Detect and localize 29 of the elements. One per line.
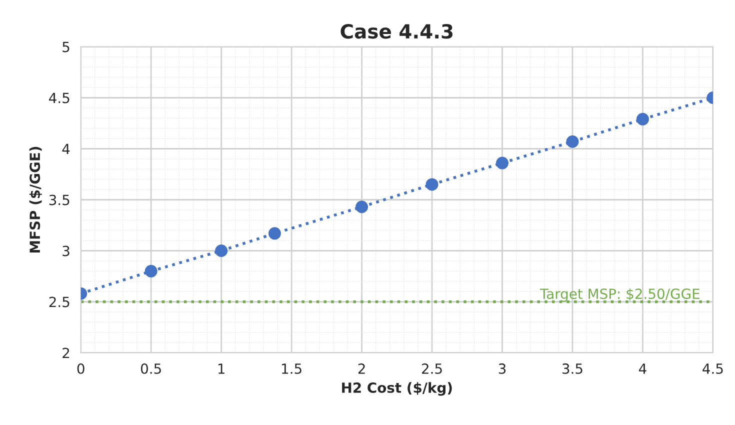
point	[215, 244, 228, 257]
point	[636, 112, 649, 126]
x-tick-label: 3.5	[562, 363, 582, 374]
x-tick-label: 3	[498, 363, 506, 374]
point	[496, 156, 508, 170]
chart-title: Case 4.4.3	[340, 24, 452, 39]
point	[426, 178, 438, 191]
y-tick-label: 5	[62, 42, 70, 52]
point	[268, 227, 281, 240]
y-axis-title: MFSP ($/GGE)	[29, 146, 42, 252]
y-tick-label: 2	[62, 348, 70, 358]
x-axis-title: H2 Cost ($/kg)	[342, 382, 452, 396]
x-tick-label: 2	[358, 363, 365, 374]
x-tick-label: 0	[77, 363, 84, 374]
y-tick-label: 3.5	[49, 194, 70, 206]
y-tick-label: 2.5	[49, 296, 70, 308]
point	[356, 200, 368, 214]
x-tick-label: 2.5	[422, 363, 442, 374]
y-tick-label: 4.5	[49, 92, 70, 104]
x-tick-label: 4	[638, 364, 646, 374]
x-tick-label: 0.5	[140, 363, 161, 374]
point	[566, 135, 579, 148]
y-tick-label: 4	[62, 144, 70, 154]
y-tick-label: 3	[62, 246, 70, 256]
x-tick-label: 4.5	[702, 364, 723, 374]
x-tick-label: 1.5	[282, 364, 302, 374]
point	[144, 264, 158, 278]
ref-line-label: Target MSP: $2.50/GGE	[540, 288, 700, 302]
x-tick-label: 1	[218, 364, 224, 374]
